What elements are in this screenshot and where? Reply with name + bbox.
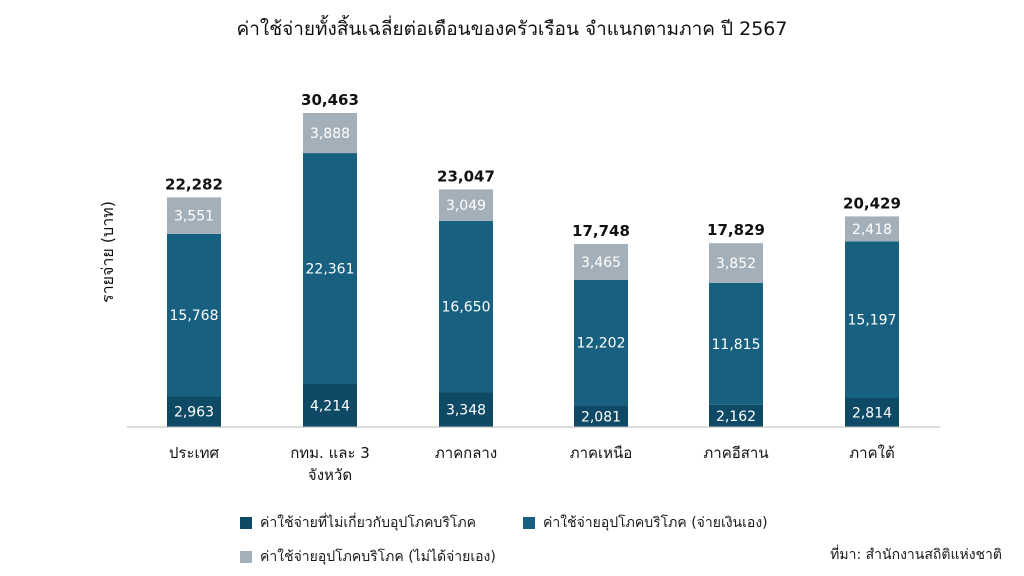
segment-value-label: 3,551 bbox=[174, 209, 214, 225]
legend-swatch bbox=[240, 551, 252, 563]
bar-segment-2 bbox=[439, 220, 493, 393]
bar-segment-1 bbox=[709, 404, 763, 427]
segment-value-label: 12,202 bbox=[577, 336, 626, 352]
segment-value-label: 2,162 bbox=[716, 409, 756, 425]
bar-segment-3 bbox=[439, 189, 493, 221]
segment-value-label: 22,361 bbox=[306, 261, 355, 277]
bar-segment-3 bbox=[167, 197, 221, 234]
segment-value-label: 3,852 bbox=[716, 256, 756, 272]
total-value-label: 20,429 bbox=[843, 194, 901, 212]
segment-value-label: 16,650 bbox=[442, 300, 491, 316]
bar-segment-1 bbox=[439, 392, 493, 427]
chart-title: ค่าใช้จ่ายทั้งสิ้นเฉลี่ยต่อเดือนของครัวเ… bbox=[236, 18, 788, 40]
bar-segment-1 bbox=[167, 396, 221, 427]
legend-label: ค่าใช้จ่ายอุปโภคบริโภค (จ่ายเงินเอง) bbox=[543, 515, 768, 531]
bar-segment-2 bbox=[303, 153, 357, 384]
bars-layer: 2,963 15,768 3,551 22,282 ประเทศ 4,214 22,361 3… bbox=[165, 91, 901, 484]
x-tick-label: ภาคกลาง bbox=[435, 444, 497, 462]
source-note: ที่มา: สำนักงานสถิติแห่งชาติ bbox=[830, 547, 1002, 563]
total-value-label: 17,829 bbox=[707, 221, 765, 239]
legend-item-non-consumption: ค่าใช้จ่ายที่ไม่เกี่ยวกับอุปโภคบริโภค bbox=[240, 512, 476, 534]
segment-value-label: 15,197 bbox=[848, 313, 897, 329]
segment-value-label: 4,214 bbox=[310, 398, 350, 414]
x-tick-label: ภาคใต้ bbox=[849, 444, 894, 462]
x-tick-label: ประเทศ bbox=[169, 444, 220, 462]
bar-segment-3 bbox=[574, 244, 628, 280]
segment-value-label: 2,814 bbox=[852, 405, 892, 421]
total-value-label: 17,748 bbox=[572, 222, 630, 240]
segment-value-label: 2,963 bbox=[174, 405, 214, 421]
bar-segment-2 bbox=[574, 279, 628, 406]
segment-value-label: 3,465 bbox=[581, 255, 621, 271]
total-value-label: 22,282 bbox=[165, 175, 223, 193]
y-axis-label: รายจ่าย (บาท) bbox=[98, 201, 117, 303]
bar-segment-3 bbox=[709, 243, 763, 283]
legend-swatch bbox=[523, 517, 535, 529]
total-value-label: 30,463 bbox=[301, 91, 359, 109]
bar-segment-2 bbox=[167, 233, 221, 397]
segment-value-label: 11,815 bbox=[712, 337, 761, 353]
bar-segment-1 bbox=[845, 397, 899, 427]
legend-item-consumption-paid: ค่าใช้จ่ายอุปโภคบริโภค (จ่ายเงินเอง) bbox=[523, 512, 768, 534]
bar-segment-3 bbox=[845, 216, 899, 242]
total-value-label: 23,047 bbox=[437, 167, 495, 185]
segment-value-label: 3,049 bbox=[446, 198, 486, 214]
x-tick-label: กทม. และ 3 จังหวัด bbox=[290, 444, 370, 484]
x-tick-label: ภาคอีสาน bbox=[703, 444, 768, 462]
bar-segment-3 bbox=[303, 113, 357, 154]
legend-swatch bbox=[240, 517, 252, 529]
x-tick-label: ภาคเหนือ bbox=[570, 444, 633, 462]
legend-label: ค่าใช้จ่ายอุปโภคบริโภค (ไม่ได้จ่ายเอง) bbox=[260, 549, 496, 565]
legend-label: ค่าใช้จ่ายที่ไม่เกี่ยวกับอุปโภคบริโภค bbox=[260, 515, 476, 531]
bar-segment-1 bbox=[574, 405, 628, 427]
bar-segment-1 bbox=[303, 383, 357, 427]
segment-value-label: 2,418 bbox=[852, 222, 892, 238]
bar-segment-2 bbox=[709, 282, 763, 405]
segment-value-label: 3,888 bbox=[310, 126, 350, 142]
segment-value-label: 15,768 bbox=[170, 308, 219, 324]
bar-segment-2 bbox=[845, 241, 899, 398]
segment-value-label: 2,081 bbox=[581, 409, 621, 425]
legend-item-consumption-not-paid: ค่าใช้จ่ายอุปโภคบริโภค (ไม่ได้จ่ายเอง) bbox=[240, 546, 496, 568]
segment-value-label: 3,348 bbox=[446, 403, 486, 419]
